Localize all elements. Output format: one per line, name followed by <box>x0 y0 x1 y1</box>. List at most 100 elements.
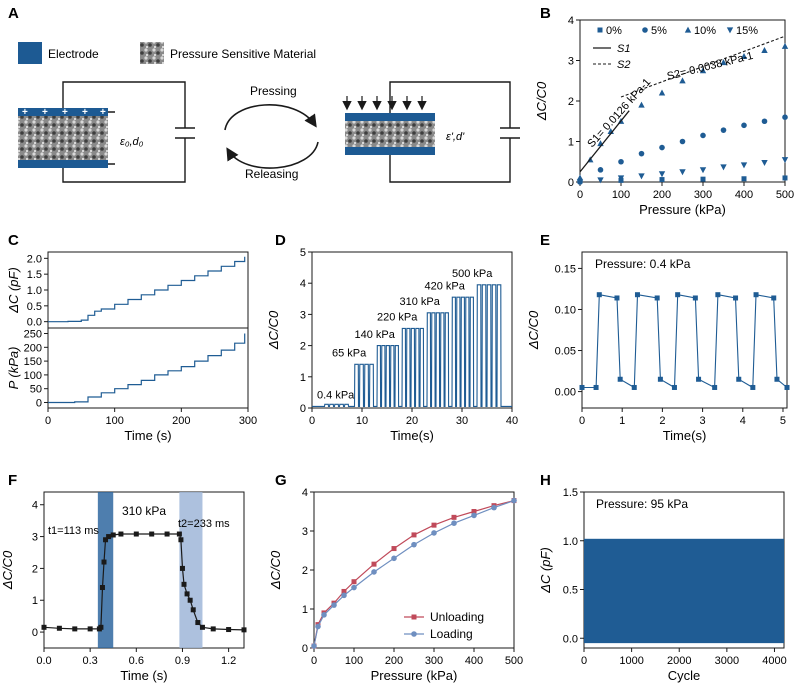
legend-label: S1 <box>617 43 630 55</box>
data-point <box>771 295 777 301</box>
data-point <box>56 625 62 631</box>
legend-label: 10% <box>694 25 716 37</box>
y-tick-label: 0.5 <box>563 585 578 597</box>
left-plus-signs: + + + + + <box>22 107 106 118</box>
panel-letter-B: B <box>540 5 551 22</box>
x-tick-label: 0.9 <box>175 655 190 667</box>
legend-marker <box>411 614 417 620</box>
staircase-trace <box>48 256 246 323</box>
y-axis-label: ΔC (pF) <box>6 267 21 314</box>
legend-electrode-swatch <box>18 42 42 64</box>
data-point <box>110 532 116 538</box>
y-tick-label: 1.0 <box>563 536 578 548</box>
y-tick-label: 4 <box>568 15 574 27</box>
legend-label: 15% <box>736 25 758 37</box>
right-foam <box>345 121 435 147</box>
panel-letter-C: C <box>8 232 19 249</box>
data-point <box>657 376 663 382</box>
data-point <box>391 546 397 552</box>
x-tick-label: 500 <box>505 655 523 667</box>
left-epsilon-label: ε₀,d₀ <box>120 136 144 148</box>
data-point <box>133 531 139 537</box>
cycle-data-band <box>584 538 784 644</box>
pressure-label: 310 kPa <box>400 296 441 308</box>
x-tick-label: 500 <box>776 189 794 201</box>
data-point <box>187 597 193 603</box>
left-bottom-electrode <box>18 160 108 168</box>
x-tick-label: 20 <box>406 415 418 427</box>
legend-label: Unloading <box>430 610 484 624</box>
right-bottom-electrode <box>345 147 435 155</box>
x-tick-label: 1000 <box>619 655 643 667</box>
panel-letter-F: F <box>8 472 17 489</box>
data-point <box>733 295 739 301</box>
y-tick-label: 5 <box>300 247 306 259</box>
panel-a-schematic: Electrode Pressure Sensitive Material + +… <box>18 42 520 183</box>
legend-marker <box>684 26 692 33</box>
x-tick-label: 400 <box>735 189 753 201</box>
data-point <box>654 295 660 301</box>
data-point <box>149 531 155 537</box>
data-point <box>451 514 457 520</box>
data-point <box>471 512 477 519</box>
legend-label: Loading <box>430 627 473 641</box>
x-tick-label: 4000 <box>762 655 786 667</box>
x-tick-label: 0.6 <box>129 655 144 667</box>
left-foam <box>18 116 108 160</box>
x-axis-label: Time (s) <box>124 428 171 443</box>
x-tick-label: 100 <box>105 415 123 427</box>
x-axis-label: Time(s) <box>663 428 707 443</box>
pressure-annotation: Pressure: 0.4 kPa <box>595 257 691 271</box>
data-point <box>321 612 327 618</box>
y-tick-label: 3 <box>300 309 306 321</box>
press-arrows <box>342 96 427 111</box>
fit-annotation-s2: S2= 0.0038 kPa-1 <box>666 50 755 83</box>
data-point <box>199 624 205 630</box>
data-point <box>736 376 742 382</box>
data-point <box>118 531 124 537</box>
x-tick-label: 2 <box>659 415 665 427</box>
x-tick-label: 3000 <box>715 655 739 667</box>
data-point <box>511 497 517 504</box>
data-point <box>659 144 665 151</box>
data-point <box>351 579 357 585</box>
left-circuit <box>62 81 195 183</box>
x-tick-label: 200 <box>385 655 403 667</box>
data-point <box>315 623 321 630</box>
fall-time-label: t2=233 ms <box>178 518 230 530</box>
y-tick-label: 200 <box>24 342 42 354</box>
y-axis-label: ΔC/C0 <box>534 81 549 121</box>
x-tick-label: 5 <box>780 415 786 427</box>
data-point <box>753 292 759 298</box>
releasing-label: Releasing <box>245 167 298 181</box>
y-tick-label: 0 <box>32 627 38 639</box>
data-point <box>715 292 721 298</box>
x-axis-label: Time(s) <box>390 428 434 443</box>
data-point <box>700 176 706 182</box>
data-point <box>679 169 686 176</box>
plot-frame <box>47 251 249 329</box>
y-tick-label: 1.5 <box>27 269 42 281</box>
pulse-trace <box>312 284 512 407</box>
data-point <box>631 384 637 390</box>
x-tick-label: 40 <box>506 415 518 427</box>
x-tick-label: 0 <box>45 415 51 427</box>
x-tick-label: 3 <box>700 415 706 427</box>
data-point <box>782 114 788 120</box>
y-tick-label: 4 <box>300 278 306 290</box>
chart-c-top: 0.0 0.5 1.0 1.5 2.0 ΔC (pF) <box>6 251 249 329</box>
response-trace <box>43 533 245 631</box>
panel-letter-D: D <box>275 232 286 249</box>
y-tick-label: 1 <box>300 372 306 384</box>
data-point <box>696 376 702 382</box>
data-point <box>210 626 216 632</box>
x-axis-label: Pressure (kPa) <box>371 668 458 683</box>
data-point <box>679 138 686 145</box>
staircase-trace <box>48 333 246 404</box>
data-point <box>638 150 645 157</box>
right-circuit <box>389 81 520 183</box>
x-tick-label: 100 <box>612 189 630 201</box>
x-tick-label: 0 <box>311 655 317 667</box>
y-tick-label: 3 <box>32 532 38 544</box>
